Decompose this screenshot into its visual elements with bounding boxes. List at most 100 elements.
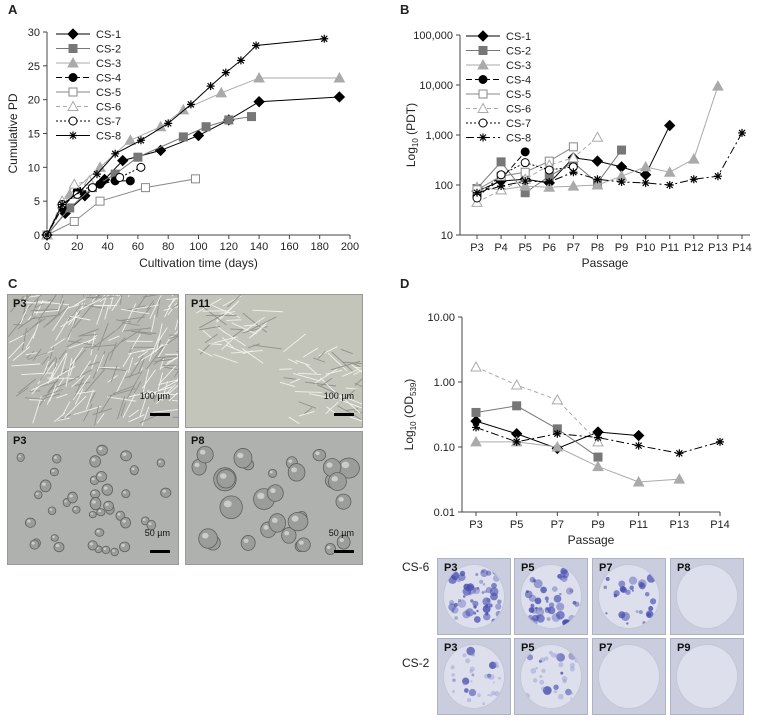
cell-fiber [86, 296, 117, 299]
colony-spot [548, 602, 555, 608]
cell-highlight [158, 460, 162, 463]
cell-highlight [291, 515, 299, 522]
cell-highlight [98, 447, 103, 451]
cell-fiber [221, 337, 236, 350]
dish-well [676, 564, 738, 629]
colony-spot [484, 590, 487, 594]
colony-spot [485, 611, 488, 615]
cell [196, 445, 214, 464]
cell-fiber [142, 295, 159, 298]
colony-spot [491, 690, 496, 696]
cell-fiber [227, 295, 242, 308]
colony-spot [448, 575, 458, 584]
cell-fiber [26, 350, 35, 359]
cell-highlight [220, 473, 227, 479]
y-tick-label: 20 [28, 95, 40, 107]
series-cs-8 [43, 34, 329, 239]
x-tick-label: P7 [567, 242, 580, 254]
colony-spot [540, 586, 547, 594]
data-point [632, 475, 645, 487]
colony-spot [538, 606, 543, 611]
cell-highlight [291, 467, 298, 473]
colony-spot [470, 680, 473, 683]
cell-fiber [50, 338, 66, 349]
cell-highlight [194, 462, 200, 468]
cell-fiber [294, 391, 322, 393]
cell-fiber [57, 300, 65, 316]
cell-fiber [208, 343, 222, 345]
colony-spot [551, 586, 558, 592]
cell-fiber [79, 360, 91, 378]
cell [72, 505, 81, 514]
cell-fiber [350, 364, 362, 373]
cell-fiber [47, 368, 67, 393]
x-axis-title: Passage [582, 256, 629, 270]
colony-spot [613, 593, 618, 598]
cell [296, 537, 311, 553]
cell-fiber [43, 316, 57, 328]
colony-spot [628, 576, 638, 585]
cell-fiber [138, 358, 145, 374]
cell [88, 511, 97, 519]
cell-fiber [298, 410, 315, 417]
data-point [496, 157, 506, 167]
cell-fiber [339, 394, 361, 414]
colony-dish: P7 [592, 638, 666, 715]
cell-fiber [8, 341, 25, 359]
cell [34, 490, 43, 500]
colony-spot [465, 587, 470, 592]
cell-fiber [163, 366, 178, 371]
cell-fiber [121, 321, 140, 326]
cell-fiber [174, 317, 178, 331]
colony-spot [497, 621, 501, 625]
data-point [634, 441, 643, 450]
colony-spot [469, 669, 473, 674]
data-point [92, 170, 101, 179]
colony-spot [454, 616, 458, 620]
data-point [125, 176, 135, 186]
data-point [136, 136, 145, 145]
cell-fiber [74, 381, 91, 386]
colony-spot [473, 605, 477, 609]
cell-fiber [131, 334, 141, 350]
scale-bar: 100 µm [324, 391, 354, 421]
data-point [192, 129, 205, 142]
cell-fiber [120, 402, 126, 417]
colony-spot [560, 575, 568, 583]
data-point [512, 437, 521, 446]
x-tick-label: P8 [591, 242, 604, 254]
cell-fiber [101, 295, 106, 299]
colony-spot [545, 600, 549, 603]
legend-entry: CS-6 [506, 104, 531, 116]
cell-fiber [195, 298, 222, 314]
cell-fiber [128, 409, 139, 418]
data-point [593, 175, 602, 184]
cell-fiber [8, 333, 28, 343]
legend-marker [67, 100, 79, 111]
cell-highlight [298, 540, 304, 545]
micrograph-p11-fibroblast: P11 100 µm [185, 294, 363, 428]
colony-spot [558, 653, 562, 656]
cell-highlight [117, 513, 121, 516]
cell-fiber [23, 295, 28, 313]
cell-highlight [91, 458, 96, 462]
dish-well [598, 644, 660, 709]
series-line [475, 405, 599, 458]
data-point [591, 155, 604, 167]
dish-passage-label: P7 [599, 642, 613, 654]
legend-entry: CS-1 [506, 31, 531, 43]
legend-marker [68, 73, 78, 82]
cell-fiber [345, 387, 357, 390]
x-tick-label: 20 [71, 241, 83, 253]
data-point [738, 128, 746, 137]
cell [52, 454, 62, 464]
colony-spot [476, 586, 480, 590]
cell-fiber [148, 333, 161, 362]
legend-marker [67, 56, 79, 68]
colony-spot [486, 598, 491, 603]
colony-spot [535, 607, 545, 616]
cell-fiber [243, 316, 265, 333]
cell [129, 465, 139, 476]
cell [16, 452, 25, 463]
